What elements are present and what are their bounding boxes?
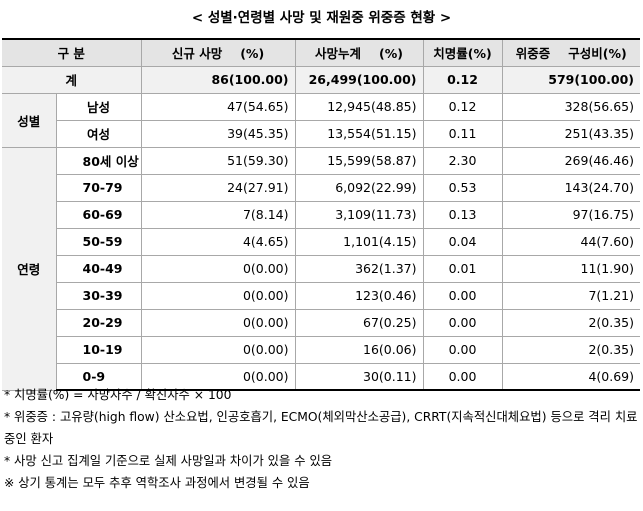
cum-deaths-cell: 67(0.25) <box>294 308 424 337</box>
total-row: 계 86(100.00) 26,499(100.00) 0.12 579(100… <box>2 65 641 94</box>
table-row: 30-39 0(0.00) 123(0.46) 0.00 7(1.21) <box>2 281 641 310</box>
table-row: 연령 80세 이상 51(59.30) 15,599(58.87) 2.30 2… <box>2 146 641 391</box>
severe-cell: 269(46.46) <box>501 146 641 175</box>
cum-deaths-cell: 16(0.06) <box>294 335 424 364</box>
new-deaths-cell: 0(0.00) <box>140 335 296 364</box>
table-row: 0-9 0(0.00) 30(0.11) 0.00 4(0.69) <box>2 362 641 391</box>
table-title: < 성별·연령별 사망 및 재원중 위중증 현황 > <box>191 10 452 26</box>
row-label: 10-19 <box>56 335 142 364</box>
row-label: 0-9 <box>56 362 142 391</box>
header-new-deaths: 신규 사망 (%) <box>140 38 296 67</box>
severe-cell: 44(7.60) <box>501 227 641 256</box>
severe-cell: 2(0.35) <box>501 335 641 364</box>
header-new-deaths-unit: (%) <box>240 46 265 62</box>
severe-cell: 4(0.69) <box>501 362 641 391</box>
stats-table: 구 분 신규 사망 (%) 사망누계 (%) 치명률(%) 위중증 구성비(%) 계 … <box>2 38 641 391</box>
new-deaths-cell: 4(4.65) <box>140 227 296 256</box>
footnotes: * 치명률(%) = 사망자수 / 확진자수 × 100 * 위중증 : 고유량… <box>4 384 640 494</box>
header-severe-ratio: 구성비(%) <box>568 46 627 62</box>
cum-deaths-cell: 12,945(48.85) <box>294 92 424 121</box>
sex-group-label: 성별 <box>2 92 57 148</box>
fatality-cell: 0.00 <box>422 281 503 310</box>
cum-deaths-cell: 3,109(11.73) <box>294 200 424 229</box>
severe-cell: 7(1.21) <box>501 281 641 310</box>
header-cum-deaths-label: 사망누계 <box>315 46 362 62</box>
row-label: 40-49 <box>56 254 142 283</box>
fatality-cell: 0.04 <box>422 227 503 256</box>
fatality-cell: 0.00 <box>422 308 503 337</box>
row-label: 20-29 <box>56 308 142 337</box>
header-cum-deaths-unit: (%) <box>379 46 403 62</box>
severe-cell: 11(1.90) <box>501 254 641 283</box>
footnote-severe: * 위중증 : 고유량(high flow) 산소요법, 인공호흡기, ECMO… <box>4 410 638 446</box>
age-group-label: 연령 <box>2 146 57 391</box>
table-row: 70-79 24(27.91) 6,092(22.99) 0.53 143(24… <box>2 173 641 202</box>
row-label: 50-59 <box>56 227 142 256</box>
header-row: 구 분 신규 사망 (%) 사망누계 (%) 치명률(%) 위중증 구성비(%) <box>2 38 641 67</box>
row-label: 60-69 <box>56 200 142 229</box>
total-new-deaths: 86(100.00) <box>140 65 296 94</box>
row-label: 70-79 <box>56 173 142 202</box>
row-label: 80세 이상 <box>55 146 142 175</box>
cum-deaths-cell: 30(0.11) <box>294 362 424 391</box>
header-severe-label: 위중증 <box>515 46 551 62</box>
table-row: 60-69 7(8.14) 3,109(11.73) 0.13 97(16.75… <box>2 200 641 229</box>
header-severe: 위중증 구성비(%) <box>501 38 641 67</box>
header-fatality: 치명률(%) <box>422 38 503 67</box>
footnote-revision: ※ 상기 통계는 모두 추후 역학조사 과정에서 변경될 수 있음 <box>4 476 310 490</box>
fatality-cell: 0.01 <box>422 254 503 283</box>
table-row: 40-49 0(0.00) 362(1.37) 0.01 11(1.90) <box>2 254 641 283</box>
row-label: 30-39 <box>56 281 142 310</box>
fatality-cell: 0.12 <box>422 92 503 121</box>
table-row: 10-19 0(0.00) 16(0.06) 0.00 2(0.35) <box>2 335 641 364</box>
new-deaths-cell: 24(27.91) <box>140 173 296 202</box>
header-new-deaths-label: 신규 사망 <box>171 46 223 62</box>
header-group: 구 분 <box>2 38 142 67</box>
new-deaths-cell: 0(0.00) <box>140 281 296 310</box>
new-deaths-cell: 0(0.00) <box>140 254 296 283</box>
fatality-cell: 0.53 <box>422 173 503 202</box>
severe-cell: 328(56.65) <box>501 92 641 121</box>
table-row: 20-29 0(0.00) 67(0.25) 0.00 2(0.35) <box>2 308 641 337</box>
total-severe: 579(100.00) <box>501 65 641 94</box>
row-label: 여성 <box>56 119 142 148</box>
cum-deaths-cell: 362(1.37) <box>294 254 424 283</box>
table-row: 50-59 4(4.65) 1,101(4.15) 0.04 44(7.60) <box>2 227 641 256</box>
new-deaths-cell: 51(59.30) <box>140 146 296 175</box>
footnote-report-date: * 사망 신고 집계일 기준으로 실제 사망일과 차이가 있을 수 있음 <box>4 454 333 468</box>
table-row: 여성 39(45.35) 13,554(51.15) 0.11 251(43.3… <box>2 119 641 148</box>
severe-cell: 143(24.70) <box>501 173 641 202</box>
table-row: 성별 남성 47(54.65) 12,945(48.85) 0.12 328(5… <box>2 92 641 148</box>
fatality-cell: 0.00 <box>422 335 503 364</box>
new-deaths-cell: 39(45.35) <box>140 119 296 148</box>
total-label: 계 <box>2 65 142 94</box>
severe-cell: 97(16.75) <box>501 200 641 229</box>
cum-deaths-cell: 123(0.46) <box>294 281 424 310</box>
cum-deaths-cell: 15,599(58.87) <box>294 146 424 175</box>
new-deaths-cell: 47(54.65) <box>140 92 296 121</box>
footnote-fatality: * 치명률(%) = 사망자수 / 확진자수 × 100 <box>4 388 232 402</box>
total-fatality: 0.12 <box>422 65 503 94</box>
cum-deaths-cell: 13,554(51.15) <box>294 119 424 148</box>
fatality-cell: 2.30 <box>422 146 503 175</box>
row-label: 남성 <box>55 92 142 121</box>
total-cum-deaths: 26,499(100.00) <box>294 65 424 94</box>
new-deaths-cell: 0(0.00) <box>140 362 296 391</box>
cum-deaths-cell: 1,101(4.15) <box>294 227 424 256</box>
header-cum-deaths: 사망누계 (%) <box>294 38 424 67</box>
fatality-cell: 0.11 <box>422 119 503 148</box>
new-deaths-cell: 7(8.14) <box>140 200 296 229</box>
severe-cell: 251(43.35) <box>501 119 641 148</box>
severe-cell: 2(0.35) <box>501 308 641 337</box>
cum-deaths-cell: 6,092(22.99) <box>294 173 424 202</box>
new-deaths-cell: 0(0.00) <box>140 308 296 337</box>
fatality-cell: 0.13 <box>422 200 503 229</box>
